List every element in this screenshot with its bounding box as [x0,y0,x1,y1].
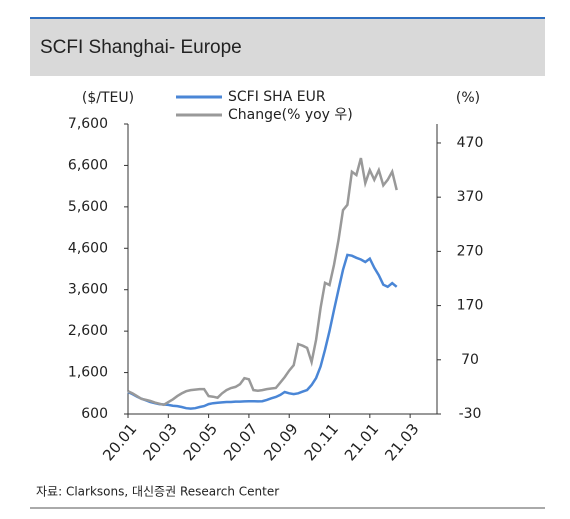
y2-tick-label: -30 [459,406,482,422]
header-band [30,18,545,76]
x-tick-label: 20.03 [139,420,180,464]
legend-label: Change(% yoy 우) [228,107,353,123]
y-tick-label: 7,600 [68,116,108,132]
y-tick-label: 4,600 [68,240,108,256]
y2-axis-label: (%) [456,90,480,106]
x-tick-label: 20.01 [99,420,140,464]
x-tick-label: 20.05 [180,420,221,464]
y-tick-label: 1,600 [68,365,108,381]
y-tick-label: 2,600 [68,323,108,339]
source-note: 자료: Clarksons, 대신증권 Research Center [36,485,279,499]
x-tick-label: 20.09 [260,420,301,464]
legend-label: SCFI SHA EUR [228,89,326,105]
y-axis-label: ($/TEU) [82,90,134,106]
series-line [127,157,398,407]
x-tick-label: 21.03 [381,420,422,464]
x-tick-label: 20.11 [301,420,342,464]
x-tick-label: 20.07 [220,420,261,464]
y2-tick-label: 170 [457,298,484,314]
y-tick-label: 6,600 [68,157,108,173]
x-tick-label: 21.01 [341,420,382,464]
y2-tick-label: 370 [457,189,484,205]
y-tick-label: 5,600 [68,199,108,215]
y-tick-label: 3,600 [68,282,108,298]
y2-tick-label: 70 [461,352,479,368]
y2-tick-label: 470 [457,135,484,151]
y2-tick-label: 270 [457,243,484,259]
series-line [127,253,398,410]
y-tick-label: 600 [81,406,108,422]
chart-title: SCFI Shanghai- Europe [40,37,242,58]
